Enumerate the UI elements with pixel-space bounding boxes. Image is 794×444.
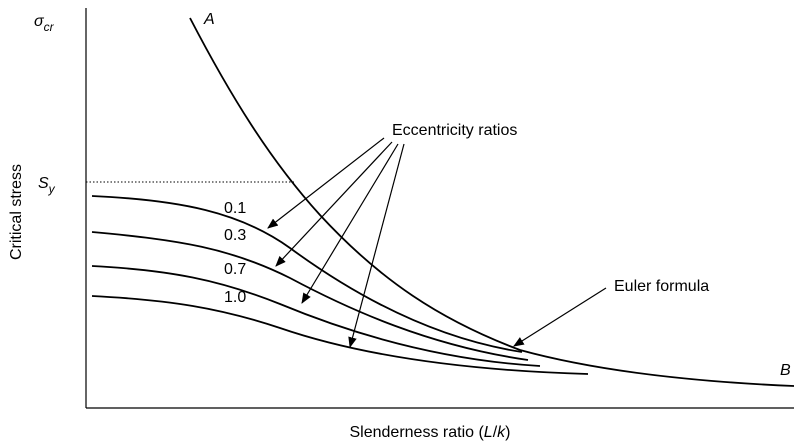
subscript: y — [48, 182, 56, 196]
arrow — [348, 143, 405, 349]
ratio-label: 1.0 — [224, 289, 246, 306]
curve-end-label: B — [780, 362, 791, 379]
symbol: σ — [34, 13, 45, 30]
euler-curve — [189, 17, 794, 387]
label-part: Slenderness ratio ( — [350, 424, 485, 441]
ratio-label: 0.1 — [224, 200, 246, 217]
ratio-curve — [91, 231, 529, 361]
arrow — [513, 287, 607, 347]
euler-label: Euler formula — [614, 278, 709, 295]
label-part: ) — [505, 424, 510, 441]
y-axis-label: Critical stress — [8, 164, 25, 260]
arrow — [301, 143, 399, 304]
y-axis-symbol: σcr — [34, 13, 55, 34]
ratio-curve — [91, 195, 523, 353]
curve-start-label: A — [203, 11, 215, 28]
x-axis-label: Slenderness ratio (L/k) — [350, 424, 511, 441]
ratio-label: 0.3 — [224, 227, 246, 244]
arrow — [275, 141, 393, 267]
symbol: S — [38, 175, 49, 192]
label-part: L — [484, 424, 493, 441]
label-part: / — [493, 424, 498, 441]
eccentricity-label: Eccentricity ratios — [392, 122, 517, 139]
label-part: k — [497, 424, 506, 441]
arrow — [267, 137, 385, 229]
subscript: cr — [44, 20, 55, 34]
yield-symbol: Sy — [38, 175, 56, 196]
ratio-curve — [91, 265, 541, 367]
ratio-curve — [91, 295, 589, 375]
ratio-label: 0.7 — [224, 261, 246, 278]
